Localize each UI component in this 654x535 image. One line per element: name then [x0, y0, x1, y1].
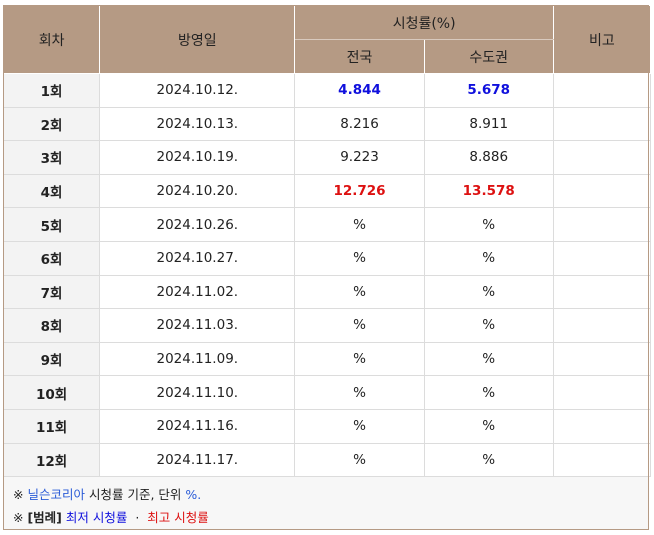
date-cell: 2024.11.09.	[99, 341, 296, 377]
legend-label: [범례]	[27, 510, 62, 525]
note-cell	[552, 442, 652, 478]
nationwide-cell: %	[294, 274, 425, 310]
capital-cell: %	[423, 240, 554, 276]
episode-cell: 4회	[2, 173, 101, 209]
capital-cell: %	[423, 375, 554, 410]
capital-cell: %	[423, 408, 554, 444]
nationwide-cell: 4.844	[294, 73, 425, 108]
note-cell	[552, 173, 652, 209]
table-row: 5회 2024.10.26.%%	[2, 207, 652, 242]
note-cell	[552, 341, 652, 377]
source-link[interactable]: 닐슨코리아	[27, 487, 85, 502]
episode-cell: 9회	[2, 341, 101, 377]
header-episode: 회차	[2, 5, 101, 74]
nationwide-cell: %	[294, 408, 425, 444]
date-cell: 2024.10.19.	[99, 140, 296, 175]
note-cell	[552, 73, 652, 108]
nationwide-cell: %	[294, 308, 425, 343]
date-cell: 2024.10.13.	[99, 106, 296, 142]
episode-cell: 12회	[2, 442, 101, 478]
capital-cell: %	[423, 341, 554, 377]
note-line-source: ※ 닐슨코리아 시청률 기준, 단위 %.	[13, 483, 639, 506]
date-cell: 2024.11.02.	[99, 274, 296, 310]
note-cell	[552, 106, 652, 142]
capital-cell: %	[423, 308, 554, 343]
header-air-date: 방영일	[99, 5, 296, 74]
table-row: 3회 2024.10.19. 9.223 8.886	[2, 140, 652, 175]
nationwide-cell: %	[294, 442, 425, 478]
nationwide-cell: 8.216	[294, 106, 425, 142]
table-row: 8회 2024.11.03.%%	[2, 308, 652, 343]
capital-cell: 8.886	[423, 140, 554, 175]
note-cell	[552, 240, 652, 276]
date-cell: 2024.11.10.	[99, 375, 296, 410]
notes-box: ※ 닐슨코리아 시청률 기준, 단위 %. ※ [범례] 최저 시청률 · 최고…	[3, 476, 649, 530]
note-mark: ※	[13, 487, 24, 502]
date-cell: 2024.10.26.	[99, 207, 296, 242]
unit-text: %.	[185, 487, 202, 502]
legend-high: 최고 시청률	[147, 510, 209, 525]
table-row: 12회 2024.11.17.%%	[2, 442, 652, 478]
nationwide-cell: %	[294, 341, 425, 377]
capital-cell: 5.678	[423, 73, 554, 108]
table-row: 4회 2024.10.20. 12.726 13.578	[2, 173, 652, 209]
capital-cell: 13.578	[423, 173, 554, 209]
capital-cell: %	[423, 274, 554, 310]
nationwide-cell: 9.223	[294, 140, 425, 175]
table-row: 11회 2024.11.16.%%	[2, 408, 652, 444]
legend-separator: ·	[135, 510, 140, 525]
episode-cell: 6회	[2, 240, 101, 276]
header-nationwide: 전국	[294, 39, 425, 74]
note-line-legend: ※ [범례] 최저 시청률 · 최고 시청률	[13, 506, 639, 529]
table-row: 2회 2024.10.13. 8.216 8.911	[2, 106, 652, 142]
header-capital: 수도권	[423, 39, 554, 74]
header-note: 비고	[552, 5, 652, 74]
episode-cell: 10회	[2, 375, 101, 410]
note-cell	[552, 140, 652, 175]
note-cell	[552, 308, 652, 343]
table-row: 9회 2024.11.09.%%	[2, 341, 652, 377]
ratings-table: 회차 방영일 시청률(%) 비고 전국 수도권 1회 2024.10.12. 4.8…	[2, 5, 652, 478]
note-cell	[552, 207, 652, 242]
nationwide-cell: %	[294, 240, 425, 276]
header-rating-group: 시청률(%)	[294, 5, 554, 40]
capital-cell: %	[423, 442, 554, 478]
note-text: 시청률 기준, 단위	[88, 487, 182, 502]
legend-low: 최저 시청률	[65, 510, 128, 525]
note-mark: ※	[13, 510, 24, 525]
episode-cell: 7회	[2, 274, 101, 310]
table-row: 10회 2024.11.10.%%	[2, 375, 652, 410]
episode-cell: 8회	[2, 308, 101, 343]
note-cell	[552, 408, 652, 444]
date-cell: 2024.10.20.	[99, 173, 296, 209]
date-cell: 2024.11.17.	[99, 442, 296, 478]
nationwide-cell: %	[294, 375, 425, 410]
date-cell: 2024.11.16.	[99, 408, 296, 444]
capital-cell: 8.911	[423, 106, 554, 142]
table-row: 6회 2024.10.27.%%	[2, 240, 652, 276]
nationwide-cell: %	[294, 207, 425, 242]
episode-cell: 2회	[2, 106, 101, 142]
note-cell	[552, 375, 652, 410]
table-row: 7회 2024.11.02.%%	[2, 274, 652, 310]
episode-cell: 5회	[2, 207, 101, 242]
episode-cell: 1회	[2, 73, 101, 108]
table-row: 1회 2024.10.12. 4.844 5.678	[2, 73, 652, 108]
episode-cell: 3회	[2, 140, 101, 175]
episode-cell: 11회	[2, 408, 101, 444]
nationwide-cell: 12.726	[294, 173, 425, 209]
date-cell: 2024.10.12.	[99, 73, 296, 108]
note-cell	[552, 274, 652, 310]
date-cell: 2024.11.03.	[99, 308, 296, 343]
date-cell: 2024.10.27.	[99, 240, 296, 276]
capital-cell: %	[423, 207, 554, 242]
table-body: 1회 2024.10.12. 4.844 5.678 2회 2024.10.13. 8.21…	[2, 73, 652, 478]
